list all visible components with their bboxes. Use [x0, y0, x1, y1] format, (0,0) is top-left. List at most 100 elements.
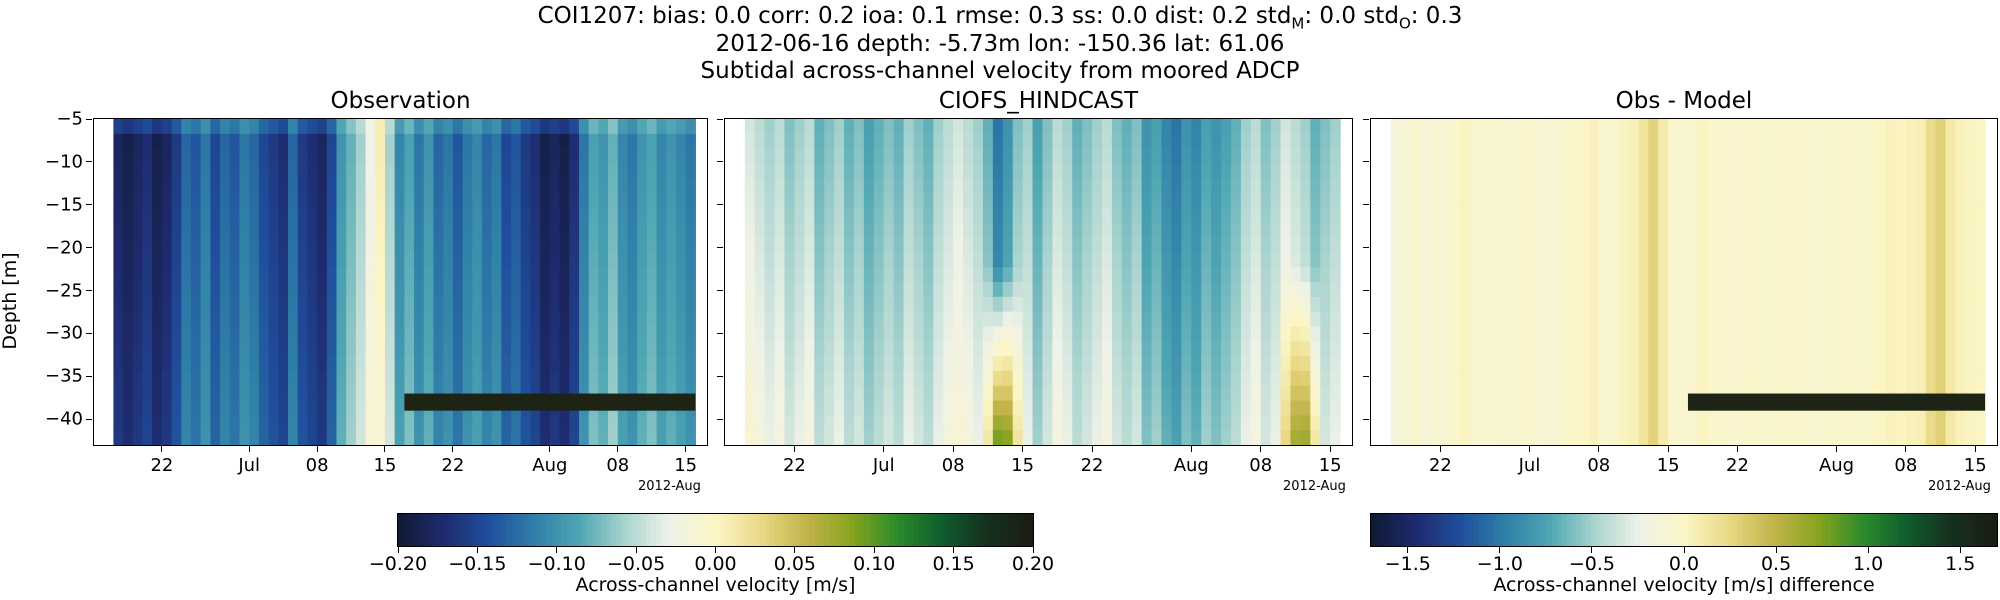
heatmap-cell [1062, 119, 1073, 135]
heatmap-cell [1509, 222, 1521, 239]
heatmap-cell [540, 252, 551, 268]
heatmap-cell [152, 119, 163, 135]
colorbar-difference [1370, 513, 1998, 547]
heatmap-cell [462, 133, 473, 150]
heatmap-cell [893, 222, 905, 239]
heatmap-cell [161, 193, 173, 209]
heatmap-cell [1935, 370, 1947, 387]
heatmap-cell [963, 296, 974, 313]
heatmap-cell [1886, 430, 1897, 445]
heatmap-cell [1588, 311, 1600, 328]
colorbar-tick-label: 0.5 [1760, 553, 1792, 575]
colorbar-segment [1410, 514, 1416, 546]
heatmap-cell [1806, 163, 1818, 179]
heatmap-cell [1062, 252, 1073, 268]
heatmap-cell [1965, 311, 1976, 328]
heatmap-cell [481, 148, 493, 165]
heatmap-cell [462, 252, 473, 268]
heatmap-cell [1032, 222, 1044, 239]
heatmap-cell [963, 178, 974, 194]
heatmap-cell [992, 222, 1004, 239]
heatmap-cell [834, 356, 845, 372]
heatmap-cell [744, 148, 756, 165]
heatmap-cell [1479, 163, 1491, 179]
heatmap-cell [764, 326, 776, 342]
heatmap-cell [1201, 267, 1212, 283]
heatmap-cell [873, 370, 885, 387]
heatmap-cell [943, 296, 954, 313]
heatmap-cell [1320, 311, 1331, 328]
heatmap-cell [824, 400, 835, 416]
heatmap-cell [656, 178, 667, 194]
heatmap-cell [1092, 119, 1103, 135]
heatmap-cell [1737, 430, 1748, 445]
heatmap-cell [181, 370, 192, 387]
heatmap-cell [893, 148, 905, 165]
heatmap-cell [1181, 326, 1192, 342]
heatmap-cell [1955, 163, 1966, 179]
heatmap-cell [1052, 341, 1063, 357]
heatmap-cell [229, 178, 241, 194]
heatmap-cell [239, 385, 250, 402]
heatmap-cell [1519, 415, 1531, 431]
heatmap-cell [161, 296, 173, 313]
heatmap-cell [346, 133, 357, 150]
heatmap-cell [1737, 252, 1748, 268]
heatmap-cell [1965, 356, 1976, 372]
heatmap-cell [637, 178, 648, 194]
heatmap-cell [578, 415, 590, 431]
heatmap-cell [627, 222, 638, 239]
heatmap-cell [1727, 193, 1739, 209]
heatmap-cell [844, 267, 855, 283]
heatmap-cell [1499, 282, 1511, 298]
heatmap-cell [1668, 207, 1679, 224]
heatmap-cell [375, 341, 386, 357]
heatmap-cell [1111, 341, 1123, 357]
heatmap-cell [1470, 252, 1481, 268]
heatmap-cell [784, 252, 796, 268]
heatmap-cell [1687, 252, 1699, 268]
heatmap-cell [1012, 326, 1024, 342]
heatmap-cell [1300, 385, 1311, 402]
heatmap-cell [249, 163, 260, 179]
heatmap-cell [1201, 207, 1212, 224]
heatmap-cell [1280, 311, 1292, 328]
heatmap-cell [1042, 222, 1053, 239]
heatmap-cell [1101, 207, 1113, 224]
heatmap-cell [1171, 163, 1182, 179]
heatmap-cell [1211, 193, 1222, 209]
heatmap-cell [1171, 252, 1182, 268]
heatmap-cell [943, 311, 954, 328]
heatmap-cell [913, 400, 925, 416]
heatmap-cell [1440, 430, 1451, 445]
heatmap-cell [1826, 252, 1838, 268]
colorbar-segment [750, 514, 756, 546]
heatmap-cell [1717, 119, 1729, 135]
heatmap-cell [1569, 133, 1580, 150]
heatmap-cell [1658, 385, 1669, 402]
heatmap-cell [973, 252, 984, 268]
heatmap-cell [1250, 222, 1262, 239]
heatmap-cell [462, 193, 473, 209]
x-tick-mark [685, 446, 687, 452]
heatmap-cell [1707, 133, 1719, 150]
x-tick-label: 08 [941, 455, 965, 476]
heatmap-cell [1905, 356, 1917, 372]
heatmap-cell [1250, 282, 1262, 298]
heatmap-cell [1131, 133, 1143, 150]
heatmap-cell [287, 193, 299, 209]
heatmap-cell [1430, 311, 1441, 328]
heatmap-cell [414, 415, 425, 431]
heatmap-cell [520, 311, 532, 328]
heatmap-cell [491, 356, 502, 372]
heatmap-cell [844, 326, 855, 342]
heatmap-cell [569, 296, 580, 313]
heatmap-cell [1598, 326, 1610, 342]
heatmap-cell [113, 207, 124, 224]
y-tick-mark [86, 118, 92, 120]
heatmap-cell [1460, 252, 1471, 268]
heatmap-cell [287, 296, 299, 313]
heatmap-cell [1171, 193, 1182, 209]
heatmap-cell [1569, 222, 1580, 239]
heatmap-cell [161, 119, 173, 135]
